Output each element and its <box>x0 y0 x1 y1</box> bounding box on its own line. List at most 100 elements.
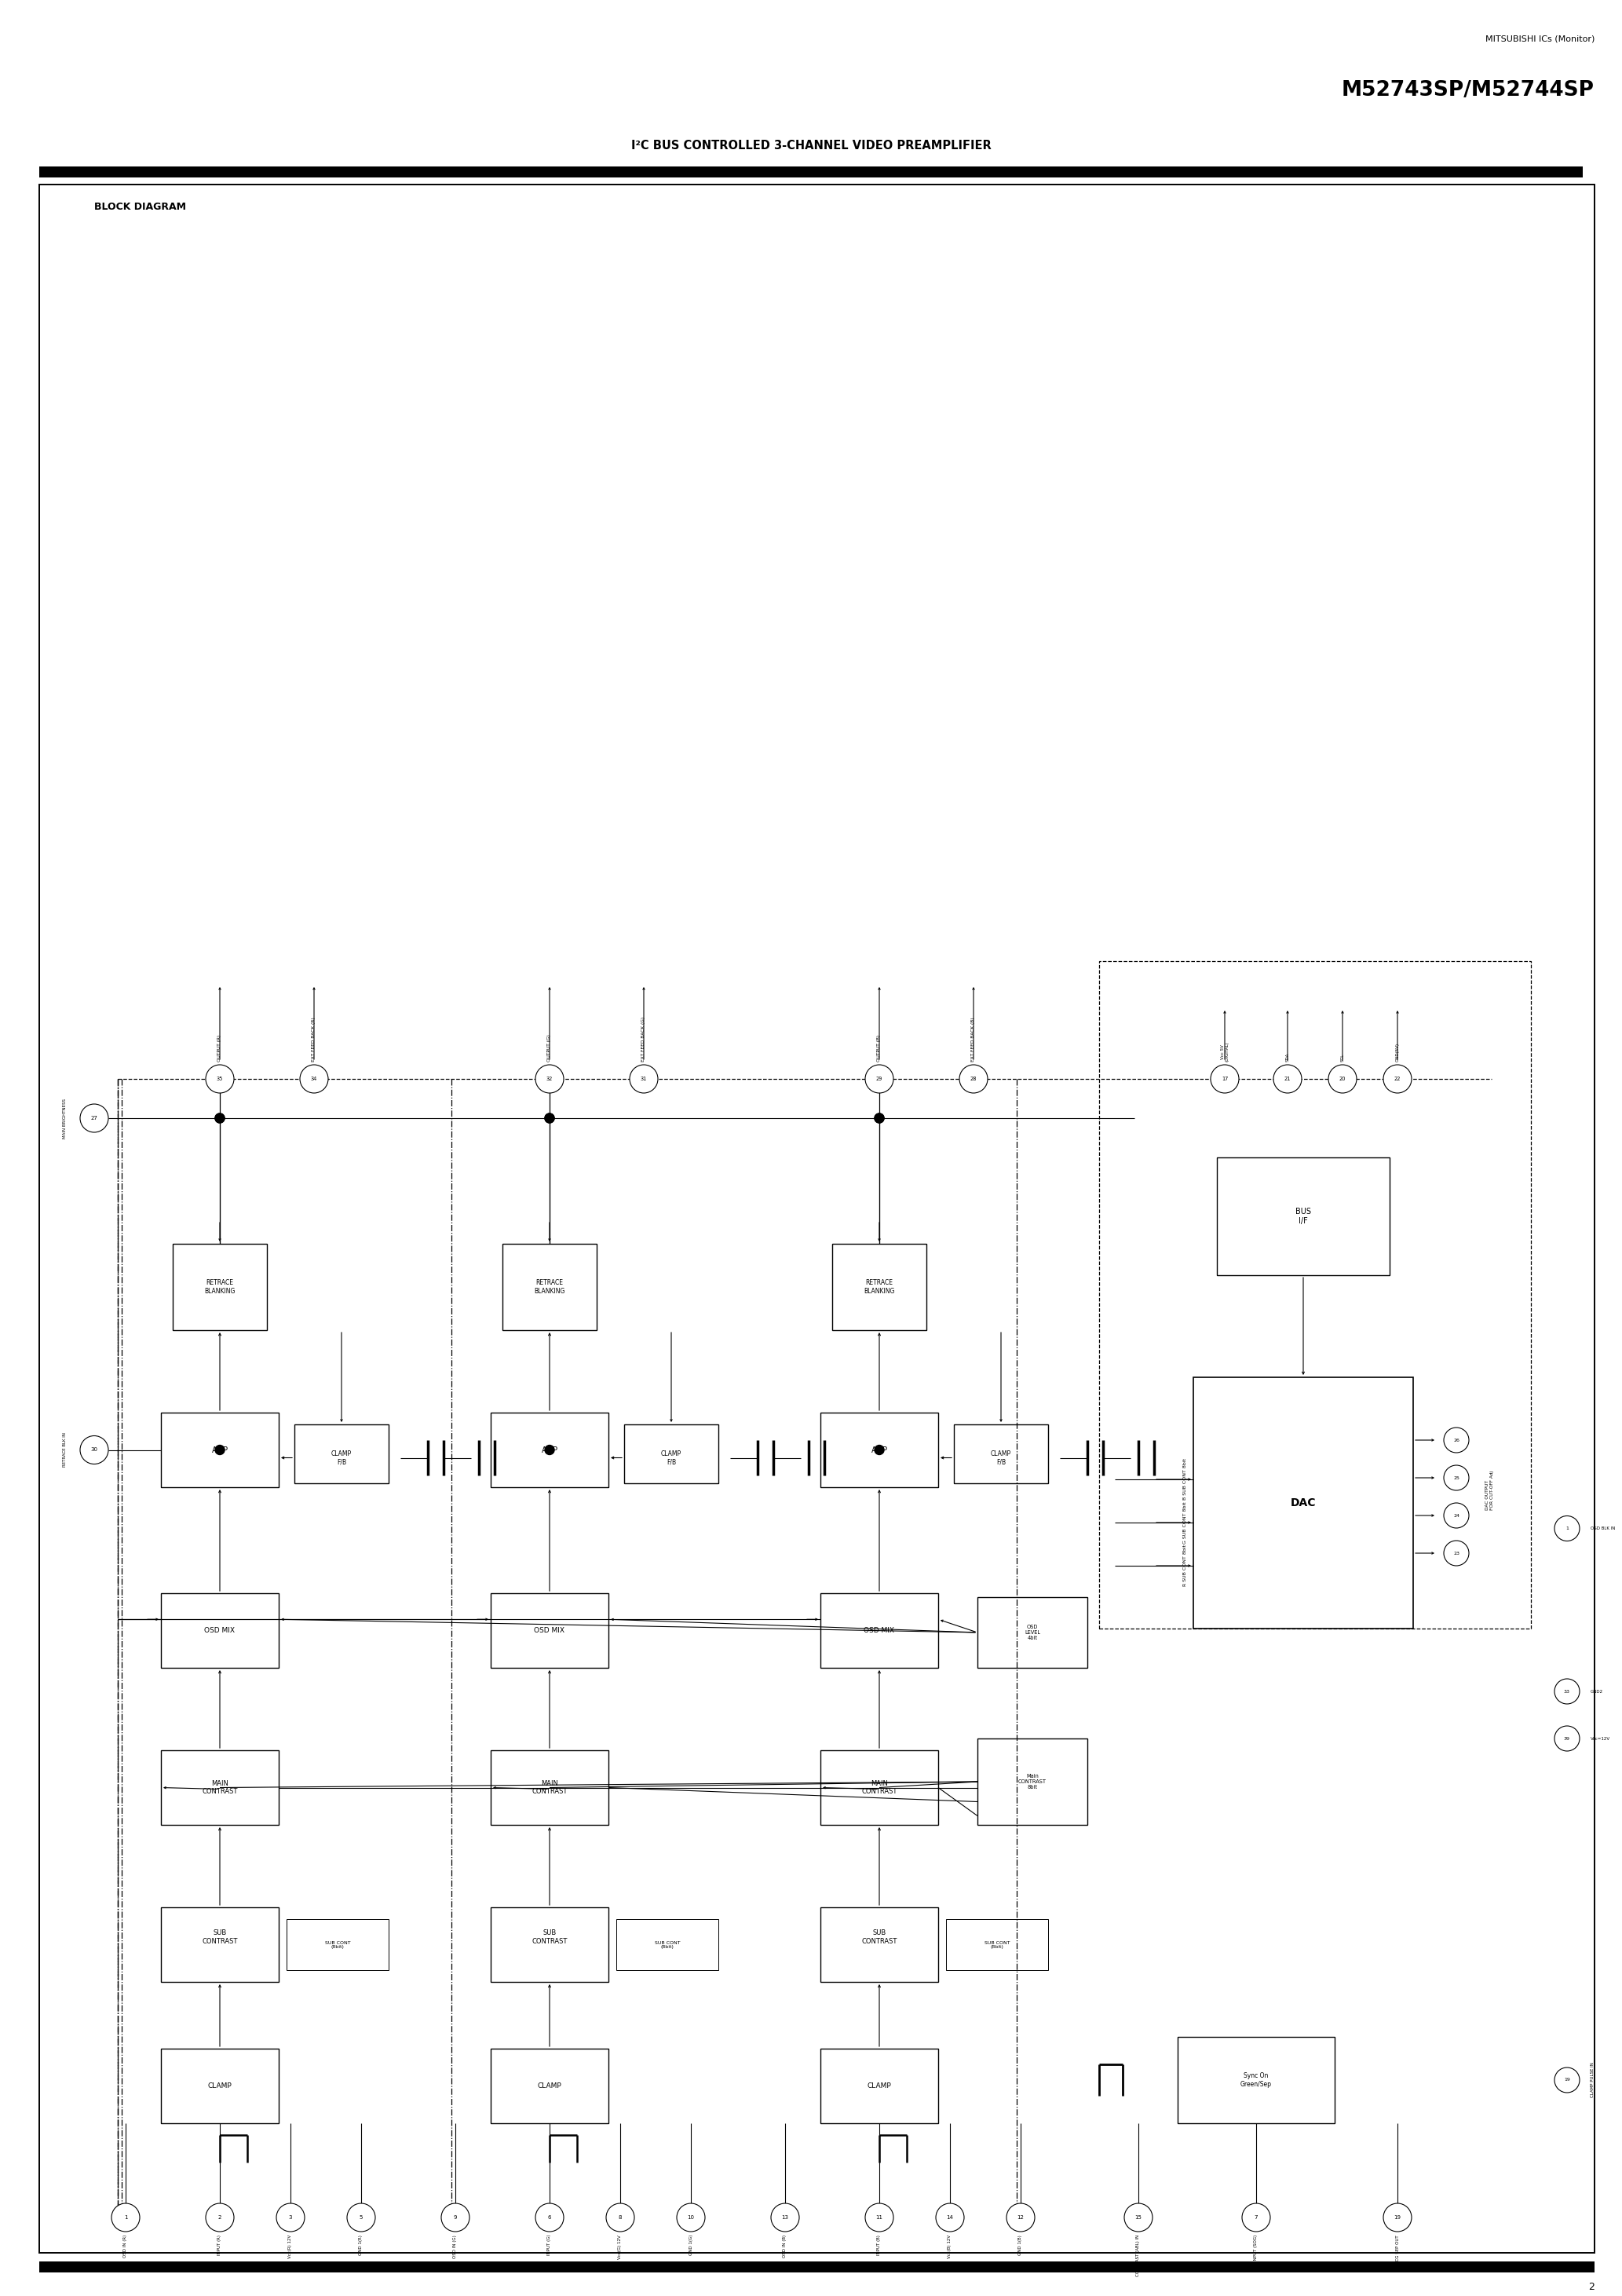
Bar <box>832 1244 926 1329</box>
Bar <box>946 1919 1048 1970</box>
Circle shape <box>874 1114 884 1123</box>
Circle shape <box>629 1065 659 1093</box>
Bar <box>1100 962 1531 1628</box>
Text: GND(5V): GND(5V) <box>1395 1042 1400 1061</box>
Text: SUB
CONTRAST: SUB CONTRAST <box>861 1929 897 1945</box>
Circle shape <box>936 2204 963 2232</box>
Text: 14: 14 <box>947 2216 954 2220</box>
Circle shape <box>607 2204 634 2232</box>
Text: SUB CONT
(8bit): SUB CONT (8bit) <box>985 1940 1011 1949</box>
Text: OUTPUT (G): OUTPUT (G) <box>548 1033 551 1061</box>
Bar <box>1194 1378 1413 1628</box>
Text: SUB CONT
(8bit): SUB CONT (8bit) <box>324 1940 350 1949</box>
Text: MAIN
CONTRAST: MAIN CONTRAST <box>203 1779 238 1795</box>
Circle shape <box>206 1065 234 1093</box>
Text: INPUT (G): INPUT (G) <box>548 2234 551 2255</box>
Bar <box>1178 2037 1335 2124</box>
Text: OSD
LEVEL
4bit: OSD LEVEL 4bit <box>1025 1626 1040 1639</box>
Text: CLAMP
F/B: CLAMP F/B <box>662 1451 681 1465</box>
Text: 13: 13 <box>782 2216 788 2220</box>
Text: Main
CONTRAST
8bit: Main CONTRAST 8bit <box>1019 1775 1046 1789</box>
Text: 2: 2 <box>1588 2282 1594 2291</box>
Text: 35: 35 <box>217 1077 224 1081</box>
Bar <box>954 1424 1048 1483</box>
Text: B SUB CONT 8bit: B SUB CONT 8bit <box>1182 1458 1187 1499</box>
Text: AMP: AMP <box>542 1446 558 1453</box>
Circle shape <box>545 1114 555 1123</box>
Bar <box>161 1412 279 1488</box>
Bar <box>491 1412 608 1488</box>
Text: CLAMP: CLAMP <box>868 2082 892 2089</box>
Circle shape <box>874 1444 884 1456</box>
Circle shape <box>1554 1678 1580 1704</box>
Text: 24: 24 <box>1453 1513 1460 1518</box>
Text: GND2: GND2 <box>1591 1690 1603 1694</box>
Circle shape <box>1444 1504 1470 1529</box>
Bar <box>821 1412 938 1488</box>
Text: CLAMP: CLAMP <box>208 2082 232 2089</box>
Text: SCL: SCL <box>1340 1054 1345 1061</box>
Text: 25: 25 <box>1453 1476 1460 1479</box>
Text: Vcc(R) 12V: Vcc(R) 12V <box>289 2234 292 2259</box>
Text: 39: 39 <box>1564 1736 1570 1740</box>
Text: 32: 32 <box>547 1077 553 1081</box>
Text: OSD MIX: OSD MIX <box>204 1628 235 1635</box>
Bar <box>821 1593 938 1667</box>
Text: R SUB CONT 8bit: R SUB CONT 8bit <box>1182 1545 1187 1587</box>
Text: 3: 3 <box>289 2216 292 2220</box>
Circle shape <box>770 2204 800 2232</box>
Bar <box>821 2048 938 2124</box>
Bar <box>39 2262 1594 2273</box>
Bar <box>172 1244 268 1329</box>
Text: 5: 5 <box>360 2216 363 2220</box>
Text: 20: 20 <box>1340 1077 1346 1081</box>
Bar <box>491 2048 608 2124</box>
Text: RETRACE
BLANKING: RETRACE BLANKING <box>534 1279 564 1295</box>
Text: 26: 26 <box>1453 1437 1460 1442</box>
Circle shape <box>1328 1065 1356 1093</box>
Text: 6: 6 <box>548 2216 551 2220</box>
Text: 19: 19 <box>1393 2216 1401 2220</box>
Text: AMP: AMP <box>871 1446 887 1453</box>
Circle shape <box>216 1444 224 1456</box>
Text: G SUB CONT 8bit: G SUB CONT 8bit <box>1182 1502 1187 1543</box>
Text: 19: 19 <box>1564 2078 1570 2082</box>
Text: RETRACE
BLANKING: RETRACE BLANKING <box>865 1279 895 1295</box>
Circle shape <box>79 1104 109 1132</box>
Circle shape <box>441 2204 469 2232</box>
Text: 30: 30 <box>91 1446 97 1453</box>
Text: OSD IN (G): OSD IN (G) <box>454 2234 457 2257</box>
Text: RETRACE
BLANKING: RETRACE BLANKING <box>204 1279 235 1295</box>
Circle shape <box>300 1065 328 1093</box>
Circle shape <box>1210 1065 1239 1093</box>
Circle shape <box>276 2204 305 2232</box>
Text: Vcc(G) 12V: Vcc(G) 12V <box>618 2234 623 2259</box>
Text: RETRACE BLK IN: RETRACE BLK IN <box>63 1433 67 1467</box>
Bar <box>161 1750 279 1825</box>
Text: GND 1(G): GND 1(G) <box>689 2234 693 2255</box>
Text: OSD MIX: OSD MIX <box>865 1628 895 1635</box>
Text: DAC OUTPUT
FOR CUT-OFF Adj: DAC OUTPUT FOR CUT-OFF Adj <box>1486 1472 1494 1511</box>
Text: 8: 8 <box>618 2216 621 2220</box>
Text: EXT FEED BACK (G): EXT FEED BACK (G) <box>642 1017 646 1061</box>
Text: MAIN
CONTRAST: MAIN CONTRAST <box>861 1779 897 1795</box>
Bar <box>503 1244 597 1329</box>
Circle shape <box>1444 1428 1470 1453</box>
Bar <box>295 1424 389 1483</box>
Circle shape <box>206 2204 234 2232</box>
Text: 15: 15 <box>1135 2216 1142 2220</box>
Text: I²C BUS CONTROLLED 3-CHANNEL VIDEO PREAMPLIFIER: I²C BUS CONTROLLED 3-CHANNEL VIDEO PREAM… <box>631 140 991 152</box>
Circle shape <box>1554 2066 1580 2092</box>
Text: CLAMP
F/B: CLAMP F/B <box>331 1451 352 1465</box>
Text: 22: 22 <box>1395 1077 1401 1081</box>
Text: 31: 31 <box>641 1077 647 1081</box>
Text: 33: 33 <box>1564 1690 1570 1694</box>
Text: OSD IN (R): OSD IN (R) <box>123 2234 128 2257</box>
Text: 12: 12 <box>1017 2216 1023 2220</box>
Text: 11: 11 <box>876 2216 882 2220</box>
Text: Vcc(B) 12V: Vcc(B) 12V <box>947 2234 952 2259</box>
Circle shape <box>676 2204 706 2232</box>
Bar <box>161 1908 279 1981</box>
Text: INPUT (R): INPUT (R) <box>217 2234 222 2255</box>
Circle shape <box>1554 1727 1580 1752</box>
